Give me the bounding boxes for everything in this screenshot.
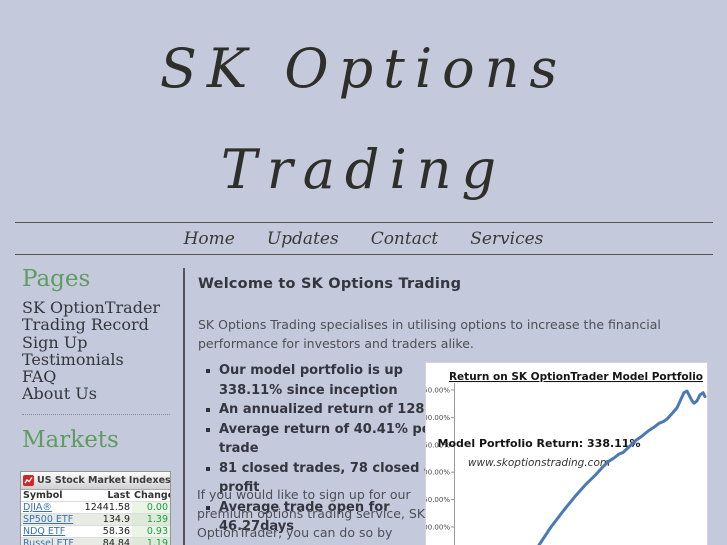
site-title-line2: Trading xyxy=(220,138,507,201)
y-tick-label: 300.00% xyxy=(426,414,450,422)
list-item: An annualized return of 128.07% xyxy=(206,400,465,420)
list-item: Average return of 40.41% per trade xyxy=(206,420,465,459)
page-title: Welcome to SK Options Trading xyxy=(198,276,462,292)
sidebar-item-faq[interactable]: FAQ xyxy=(22,367,57,387)
sidebar-item-about-us[interactable]: About Us xyxy=(22,384,97,404)
sidebar: Pages SK OptionTrader Trading Record Sig… xyxy=(22,264,174,455)
table-row: Russel ETF 84.84 1.19 xyxy=(21,537,170,545)
chart-watermark: www.skoptionstrading.com xyxy=(468,457,610,469)
portfolio-line xyxy=(537,389,707,545)
last-value: 134.9 xyxy=(79,513,132,526)
market-widget-title: US Stock Market Indexes xyxy=(37,475,171,486)
content-divider xyxy=(183,268,185,545)
main-nav: Home Updates Contact Services xyxy=(0,229,727,249)
last-value: 58.36 xyxy=(79,525,132,538)
change-value: 0.93 xyxy=(132,525,170,538)
table-header-row: Symbol Last Change xyxy=(21,490,170,502)
y-tick-label: 250.00% xyxy=(426,441,450,449)
col-header-last: Last xyxy=(107,490,130,501)
list-item: Average trade open for 46.27days xyxy=(206,498,465,537)
market-indexes-table: Symbol Last Change DJIA® 12441.58 0.00 S… xyxy=(21,490,170,545)
y-tick-label: 100.00% xyxy=(426,524,450,532)
symbol-link-russel[interactable]: Russel ETF xyxy=(23,538,74,545)
symbol-link-ndq[interactable]: NDQ ETF xyxy=(23,526,66,538)
last-value: 12441.58 xyxy=(79,501,132,514)
site-title-line1: SK Options xyxy=(159,37,568,100)
pages-links: SK OptionTrader Trading Record Sign Up T… xyxy=(22,299,174,403)
symbol-link-djia[interactable]: DJIA® xyxy=(23,502,52,514)
table-row: SP500 ETF 134.9 1.39 xyxy=(21,513,170,526)
header-rule-bottom xyxy=(15,254,713,255)
header-rule-top xyxy=(15,222,713,223)
chart-title: Return on SK OptionTrader Model Portfoli… xyxy=(449,371,703,383)
markets-heading: Markets xyxy=(22,426,119,453)
table-row: DJIA® 12441.58 0.00 xyxy=(21,501,170,514)
last-value: 84.84 xyxy=(79,537,132,545)
nav-item-updates[interactable]: Updates xyxy=(266,229,339,249)
col-header-change: Change xyxy=(134,490,170,501)
pages-heading: Pages xyxy=(22,266,91,292)
table-row: NDQ ETF 58.36 0.93 xyxy=(21,525,170,538)
y-tick-label: 200.00% xyxy=(426,469,450,477)
nav-item-home[interactable]: Home xyxy=(183,229,235,249)
portfolio-chart-svg: Return on SK OptionTrader Model Portfoli… xyxy=(426,371,707,545)
change-value: 1.19 xyxy=(132,537,170,545)
list-item: 81 closed trades, 78 closed at a profit xyxy=(206,459,465,498)
change-value: 0.00 xyxy=(132,501,170,514)
change-value: 1.39 xyxy=(132,513,170,526)
sidebar-item-sign-up[interactable]: Sign Up xyxy=(22,332,88,352)
intro-paragraph: SK Options Trading specialises in utilis… xyxy=(198,317,661,351)
sidebar-item-testimonials[interactable]: Testimonials xyxy=(22,349,124,369)
y-tick-label: 150.00% xyxy=(426,496,450,504)
list-item: Our model portfolio is up 338.11% since … xyxy=(206,361,465,400)
market-widget-header: US Stock Market Indexes xyxy=(21,472,171,490)
highlights-list: Our model portfolio is up 338.11% since … xyxy=(199,361,465,537)
nav-item-services[interactable]: Services xyxy=(470,229,544,249)
portfolio-chart: Return on SK OptionTrader Model Portfoli… xyxy=(425,362,708,545)
sidebar-dotted-divider xyxy=(22,413,170,415)
nav-item-contact[interactable]: Contact xyxy=(370,229,439,249)
site-title: SK Options Trading xyxy=(0,18,727,220)
chart-annotation: Model Portfolio Return: 338.11% xyxy=(438,437,641,450)
signup-paragraph: If you would like to sign up for our pre… xyxy=(197,487,427,545)
symbol-link-sp500[interactable]: SP500 ETF xyxy=(23,514,74,526)
col-header-symbol: Symbol xyxy=(23,490,63,501)
market-widget-logo-icon xyxy=(23,475,34,486)
sidebar-item-sk-optiontrader[interactable]: SK OptionTrader xyxy=(22,298,161,317)
y-tick-label: 350.00% xyxy=(426,387,450,395)
sidebar-item-trading-record[interactable]: Trading Record xyxy=(22,315,149,335)
market-indexes-widget: US Stock Market Indexes Symbol Last Chan… xyxy=(20,471,171,545)
